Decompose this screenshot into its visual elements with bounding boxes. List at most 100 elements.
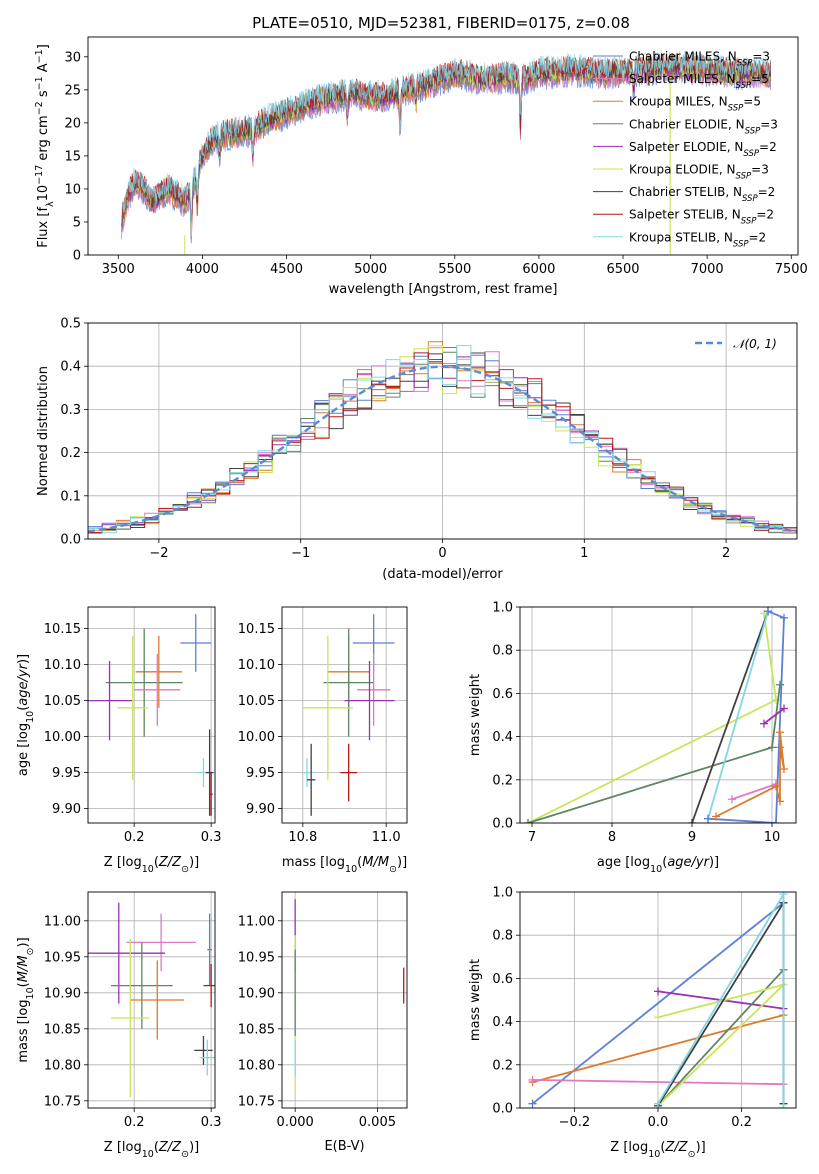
y-tick-label: 0.3 — [60, 403, 81, 418]
x-tick-label: 9 — [688, 830, 696, 845]
y-tick-label: 9.90 — [52, 802, 81, 817]
weight-marker — [776, 728, 784, 737]
y-axis-label: mass weight — [468, 959, 483, 1041]
y-tick-label: 5 — [73, 215, 81, 230]
gaussian-reference-line — [88, 365, 797, 533]
errorbar-point — [111, 942, 173, 1029]
x-axis-label: Z [log10(Z/Z⊙)] — [104, 1140, 199, 1160]
x-tick-label: 0.005 — [359, 1115, 396, 1130]
errorbar-point — [134, 653, 181, 726]
x-tick-label: 0.2 — [124, 830, 145, 845]
weight-marker — [768, 743, 776, 752]
plot-area — [294, 899, 405, 1094]
errorbar-point — [203, 964, 215, 1008]
y-tick-label: 30 — [64, 50, 81, 65]
x-tick-label: 0.2 — [731, 1115, 752, 1130]
weight-marker — [528, 1099, 537, 1108]
y-tick-label: 9.95 — [246, 766, 275, 781]
x-tick-label: −0.2 — [559, 1115, 591, 1130]
x-tick-label: 5500 — [438, 262, 471, 277]
weight-marker — [760, 719, 768, 728]
y-tick-label: 10.05 — [238, 694, 275, 709]
y-tick-label: 20 — [64, 116, 81, 131]
y-tick-label: 0.6 — [492, 687, 513, 702]
y-tick-label: 0.0 — [492, 817, 513, 832]
y-tick-label: 0.4 — [60, 360, 81, 375]
y-tick-label: 25 — [64, 83, 81, 98]
y-tick-label: 10.95 — [44, 950, 81, 965]
y-tick-label: 0.2 — [492, 1058, 513, 1073]
errorbar-point — [302, 635, 353, 780]
y-tick-label: 10.90 — [44, 986, 81, 1001]
x-tick-label: 10.8 — [288, 830, 317, 845]
errorbar-point — [307, 743, 316, 816]
weight-marker — [688, 819, 696, 823]
mass-weight-vs-age-panel: 7 8 9 10 0.0 0.2 0.4 0.6 0.8 1.0 age [log10(age/yr… — [468, 601, 797, 875]
weight-marker — [712, 812, 720, 821]
legend-label: Chabrier ELODIE, NSSP=3 — [629, 117, 778, 136]
weight-line-chabrier-elodie — [527, 684, 781, 823]
legend-label: Kroupa MILES, NSSP=5 — [629, 95, 761, 114]
errorbar-point — [130, 960, 185, 1040]
y-tick-label: 10.85 — [238, 1022, 275, 1037]
y-tick-label: 10.05 — [44, 694, 81, 709]
errorbar-point — [180, 614, 212, 672]
y-tick-label: 10.80 — [44, 1058, 81, 1073]
weight-line-chabrier-elodie — [657, 969, 785, 1107]
mass-vs-ebv-panel: 0.000 0.005 10.75 10.80 10.85 10.90 10.95 11.00… — [238, 891, 408, 1154]
weight-marker — [779, 1104, 788, 1108]
legend: Chabrier MILES, NSSP=3 Salpeter MILES, NS… — [593, 50, 778, 249]
x-tick-label: 5000 — [354, 262, 387, 277]
x-tick-label: 7000 — [691, 262, 724, 277]
weight-marker — [780, 704, 788, 713]
errorbar-point — [194, 1036, 213, 1065]
weight-marker — [524, 819, 532, 823]
weight-marker — [776, 680, 784, 689]
axes-frame — [519, 606, 797, 824]
residuals-panel: −2 −1 0 1 2 0.0 0.1 0.2 0.3 0.4 0.5 (data-model)/er… — [36, 317, 798, 582]
y-tick-label: 0.0 — [492, 1102, 513, 1117]
age-vs-z-panel: 0.2 0.3 9.90 9.95 10.00 10.05 10.10 10.15 Z [log… — [16, 606, 221, 875]
spectrum-panel: 3500 4000 4500 5000 5500 6000 6500 7000 7500 0 5 10… — [34, 36, 808, 297]
weight-line-kroupa-stelib — [707, 611, 769, 819]
y-tick-label: 10.00 — [238, 730, 275, 745]
plot-area — [524, 607, 788, 823]
y-tick-label: 0.2 — [492, 773, 513, 788]
y-tick-label: 10.90 — [238, 986, 275, 1001]
y-tick-label: 0.6 — [492, 972, 513, 987]
y-tick-label: 10.80 — [238, 1058, 275, 1073]
x-axis-label: E(B-V) — [324, 1139, 364, 1154]
y-tick-label: 0.5 — [60, 317, 81, 332]
weight-marker — [776, 743, 784, 752]
errorbar-point — [302, 758, 312, 787]
y-tick-label: 10.15 — [44, 622, 81, 637]
x-tick-label: 7 — [528, 830, 536, 845]
errorbar-point — [340, 743, 357, 802]
spectrum-line-kroupa-stelib — [121, 50, 771, 226]
axes-frame — [519, 891, 797, 1109]
y-tick-label: 0.2 — [60, 446, 81, 461]
y-tick-label: 10.95 — [238, 950, 275, 965]
y-tick-label: 0.8 — [492, 929, 513, 944]
y-tick-label: 10.10 — [238, 658, 275, 673]
legend-label: Kroupa ELODIE, NSSP=3 — [629, 163, 769, 182]
y-axis-label: mass weight — [468, 674, 483, 756]
plot-area — [88, 902, 215, 1098]
plot-area — [88, 341, 797, 534]
y-tick-label: 10.15 — [238, 622, 275, 637]
weight-marker — [776, 797, 784, 806]
x-tick-label: 4500 — [270, 262, 303, 277]
x-tick-label: 6500 — [606, 262, 639, 277]
legend-label: Chabrier MILES, NSSP=3 — [629, 50, 770, 69]
y-tick-label: 10.10 — [44, 658, 81, 673]
x-tick-label: 0.000 — [277, 1115, 314, 1130]
errorbar-point — [207, 913, 212, 986]
y-tick-label: 9.90 — [246, 802, 275, 817]
y-tick-label: 10.75 — [44, 1094, 81, 1109]
legend-label: Salpeter MILES, NSSP=5 — [629, 72, 769, 91]
x-tick-label: 11.0 — [372, 830, 401, 845]
y-axis-label: mass [log10(M/M⊙)] — [16, 937, 36, 1062]
x-tick-label: 0.3 — [201, 1115, 222, 1130]
weight-marker — [764, 607, 772, 616]
axes-frame — [281, 891, 408, 1109]
